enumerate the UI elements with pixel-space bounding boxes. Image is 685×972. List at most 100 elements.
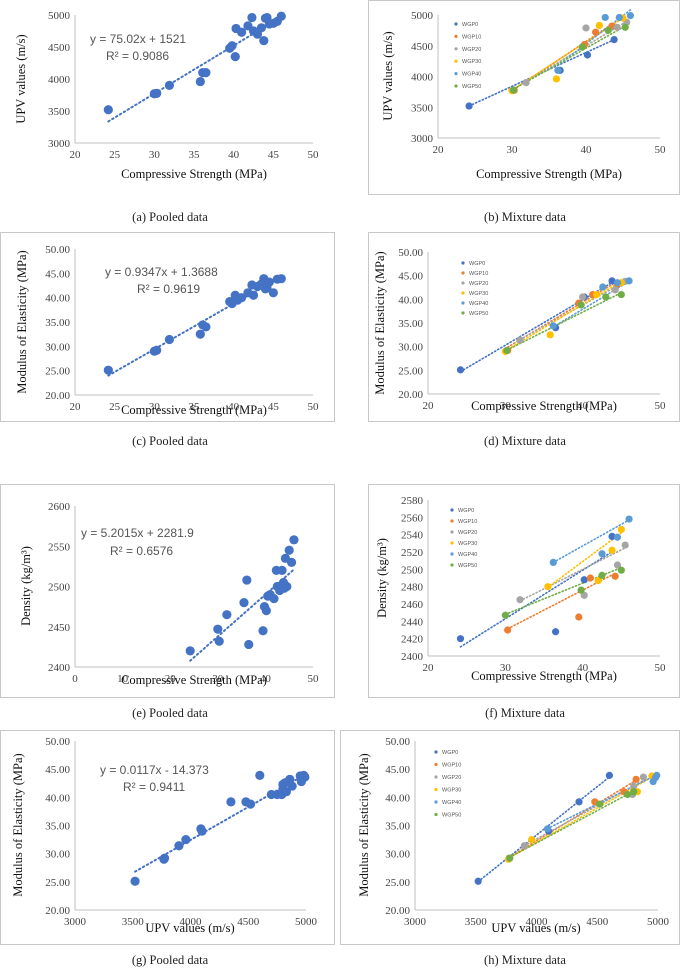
x-tick-label: 40	[577, 662, 589, 674]
data-point-wgp20	[613, 561, 622, 569]
data-point-wgp40	[625, 515, 633, 523]
data-point-wgp50	[617, 566, 625, 574]
trendline-wgp0	[459, 550, 613, 648]
y-tick-label: 2540	[401, 530, 424, 542]
chart-d-frame	[368, 232, 680, 422]
y-axis-label: Modulus of Elasticity (MPa)	[11, 753, 25, 896]
x-tick-label: 50	[655, 400, 667, 412]
caption-b: (b) Mixture data	[484, 210, 566, 224]
x-tick-label: 40	[228, 149, 240, 161]
legend-marker	[450, 563, 454, 567]
y-axis-label: Modulus of Elasticity (MPa)	[357, 753, 371, 896]
caption-e: (e) Pooled data	[132, 706, 208, 720]
data-point	[259, 36, 269, 46]
data-point-wgp30	[546, 331, 554, 339]
r-squared-label: R² = 0.9411	[123, 780, 185, 794]
x-tick-label: 20	[70, 149, 82, 161]
caption-c: (c) Pooled data	[132, 434, 208, 448]
y-tick-label: 35.00	[385, 821, 410, 833]
y-tick-label: 50.00	[398, 247, 423, 259]
data-point	[245, 799, 256, 809]
trendline-wgp50	[506, 291, 623, 351]
chart-b-frame	[368, 0, 680, 195]
legend-marker	[461, 281, 465, 285]
data-point-wgp40	[613, 533, 622, 541]
x-tick-label: 20	[433, 144, 445, 156]
y-tick-label: 40.00	[398, 294, 423, 306]
x-tick-label: 50	[308, 673, 320, 685]
data-point	[242, 575, 252, 585]
x-tick-label: 4000	[180, 916, 203, 928]
chart-c-frame	[0, 232, 335, 422]
data-point-wgp0	[456, 366, 465, 374]
y-tick-label: 4500	[48, 42, 71, 54]
legend-marker	[450, 541, 454, 545]
data-point	[159, 853, 170, 863]
y-axis-label: UPV values (m/s)	[381, 31, 395, 120]
data-point	[268, 288, 278, 298]
data-point	[276, 11, 286, 21]
data-point	[195, 76, 205, 87]
legend-label: WGP50	[462, 84, 481, 90]
caption-a: (a) Pooled data	[132, 210, 208, 224]
data-point	[289, 535, 299, 545]
data-point-wgp50	[617, 291, 625, 299]
y-axis-label: Density (kg/m³)	[375, 538, 389, 618]
data-point	[103, 365, 113, 375]
data-point	[239, 598, 249, 608]
trendline-wgp20	[519, 280, 627, 341]
legend-marker	[461, 301, 465, 305]
data-point-wgp40	[598, 550, 606, 558]
y-tick-label: 3500	[411, 102, 434, 114]
y-tick-label: 35.00	[398, 318, 423, 330]
x-tick-label: 30	[212, 673, 224, 685]
data-point-wgp0	[608, 532, 616, 540]
legend-label: WGP30	[469, 291, 488, 297]
y-tick-label: 45.00	[385, 764, 410, 776]
x-tick-label: 20	[70, 401, 82, 413]
data-point-wgp0	[474, 877, 482, 885]
y-tick-label: 2500	[48, 582, 71, 594]
y-tick-label: 20.00	[45, 390, 70, 402]
x-axis-label: Compressive Strength (MPa)	[471, 669, 617, 683]
data-point	[174, 841, 184, 851]
y-tick-label: 3500	[48, 106, 71, 118]
trendline-wgp0	[477, 776, 611, 883]
data-point-wgp40	[613, 279, 622, 287]
data-point	[222, 610, 232, 620]
caption-d: (d) Mixture data	[484, 434, 566, 448]
y-tick-label: 45.00	[45, 764, 70, 776]
x-tick-label: 50	[308, 401, 320, 413]
data-point-wgp50	[624, 790, 632, 799]
x-tick-label: 40	[581, 144, 593, 156]
caption-h: (h) Mixture data	[484, 953, 566, 967]
data-point	[279, 583, 290, 593]
data-point-wgp30	[608, 546, 616, 554]
legend-label: WGP50	[442, 813, 461, 819]
y-tick-label: 40.00	[45, 293, 70, 305]
data-point-wgp20	[522, 79, 530, 87]
data-point-wgp0	[552, 628, 560, 636]
y-tick-label: 45.00	[398, 271, 423, 283]
data-point-wgp50	[604, 26, 612, 34]
y-tick-label: 4000	[411, 72, 434, 84]
r-squared-label: R² = 0.9619	[137, 282, 200, 296]
data-point	[300, 772, 310, 782]
data-point-wgp10	[575, 613, 583, 621]
data-point-wgp10	[611, 572, 619, 580]
data-point-wgp30	[592, 291, 601, 299]
data-point-wgp0	[580, 576, 588, 584]
y-tick-label: 2520	[401, 547, 424, 559]
data-point	[258, 626, 268, 636]
data-point-wgp30	[544, 583, 552, 591]
legend-label: WGP50	[458, 563, 477, 569]
y-tick-label: 30.00	[45, 849, 70, 861]
legend-marker	[454, 72, 458, 76]
legend-marker	[461, 311, 465, 315]
x-axis-label: Compressive Strength (MPa)	[471, 399, 617, 413]
x-tick-label: 40	[577, 400, 589, 412]
legend-label: WGP50	[469, 311, 488, 317]
y-tick-label: 30.00	[385, 849, 410, 861]
chart-a: 20 25 30 35 40 45 50 3000 3500 4000 4500 5000 Compre…	[0, 0, 335, 200]
y-tick-label: 20.00	[398, 389, 423, 401]
